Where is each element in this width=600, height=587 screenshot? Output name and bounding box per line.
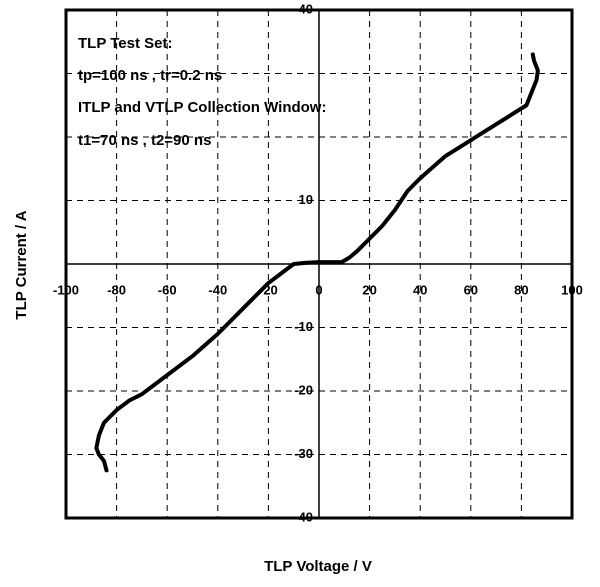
x-tick-label: -60 bbox=[158, 282, 177, 297]
annotation: tp=100 ns , tr=0.2 ns bbox=[78, 67, 222, 84]
x-tick-label: -100 bbox=[53, 282, 79, 297]
plot-frame bbox=[64, 8, 574, 520]
y-tick-label: 40 bbox=[299, 1, 313, 16]
x-tick-label: 100 bbox=[561, 282, 583, 297]
y-axis-label: TLP Current / A bbox=[13, 210, 30, 319]
x-tick-label: 60 bbox=[464, 282, 478, 297]
x-tick-label: 40 bbox=[413, 282, 427, 297]
y-tick-label: -40 bbox=[294, 509, 313, 524]
y-tick-label: -20 bbox=[294, 382, 313, 397]
data-line bbox=[94, 52, 540, 473]
y-tick-label: 10 bbox=[299, 192, 313, 207]
annotation: t1=70 ns , t2=90 ns bbox=[78, 132, 211, 149]
x-tick-label: -80 bbox=[107, 282, 126, 297]
annotation: TLP Test Set: bbox=[78, 35, 172, 52]
x-axis-label: TLP Voltage / V bbox=[264, 558, 372, 575]
y-tick-label: -30 bbox=[294, 446, 313, 461]
x-tick-label: 20 bbox=[362, 282, 376, 297]
x-tick-label: -40 bbox=[208, 282, 227, 297]
y-tick-label: -10 bbox=[294, 319, 313, 334]
x-tick-label: 80 bbox=[514, 282, 528, 297]
annotation: ITLP and VTLP Collection Window: bbox=[78, 99, 326, 116]
x-tick-label: 0 bbox=[315, 282, 322, 297]
